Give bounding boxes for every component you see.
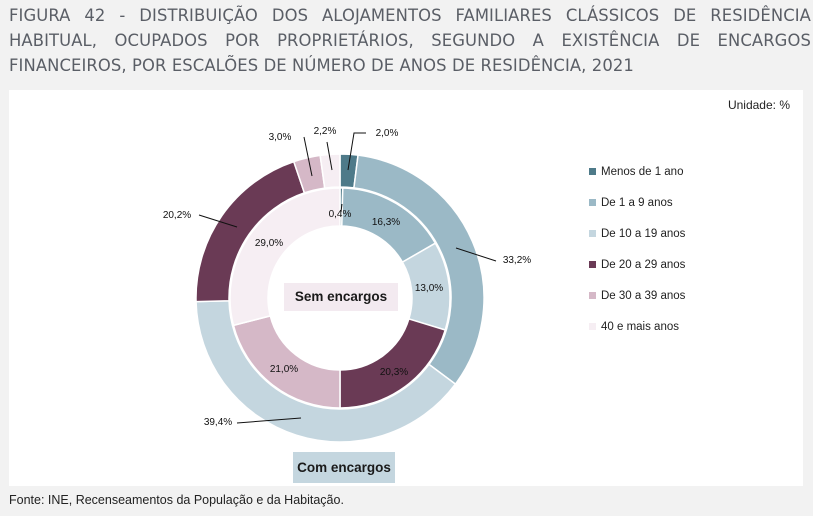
leader-line-menos-1 [347, 132, 366, 171]
inner-data-label-40-mais: 29,0% [255, 238, 283, 249]
legend-label: 40 e mais anos [601, 320, 679, 333]
legend-label: De 1 a 9 anos [601, 196, 673, 209]
outer-data-label-1-9: 33,2% [503, 255, 531, 266]
leader-line-10-19 [236, 417, 302, 424]
figure-title: FIGURA 42 - DISTRIBUIÇÃO DOS ALOJAMENTOS… [9, 6, 811, 75]
outer-data-label-20-29: 20,2% [163, 210, 191, 221]
chart-panel: Unidade: % 2,0% 33,2% 39,4% 20,2% 3,0% 2,2% 0,… [9, 90, 803, 486]
inner-leader-line-menos-1 [340, 203, 343, 213]
outer-data-label-menos-1: 2,0% [376, 128, 399, 139]
legend-item-1-9: De 1 a 9 anos [589, 187, 685, 218]
inner-data-label-20-29: 20,3% [380, 367, 408, 378]
inner-ring-label: Sem encargos [284, 283, 398, 311]
inner-data-label-menos-1: 0,4% [329, 209, 352, 220]
outer-data-label-10-19: 39,4% [204, 417, 232, 428]
legend-label: Menos de 1 ano [601, 165, 684, 178]
outer-data-label-30-39: 3,0% [269, 132, 292, 143]
leader-line-30-39 [303, 136, 313, 177]
legend-swatch [589, 230, 596, 237]
legend-label: De 20 a 29 anos [601, 258, 686, 271]
legend-label: De 10 a 19 anos [601, 227, 686, 240]
unit-label: Unidade: % [727, 98, 790, 112]
legend-label: De 30 a 39 anos [601, 289, 686, 302]
legend-swatch [589, 199, 596, 206]
legend-swatch [589, 323, 596, 330]
outer-data-label-40-mais: 2,2% [314, 126, 337, 137]
legend-swatch [589, 168, 596, 175]
legend-swatch [589, 292, 596, 299]
leader-line-1-9 [455, 247, 497, 262]
inner-data-label-1-9: 16,3% [372, 217, 400, 228]
legend-item-menos-1: Menos de 1 ano [589, 156, 685, 187]
legend-item-20-29: De 20 a 29 anos [589, 249, 685, 280]
legend-swatch [589, 261, 596, 268]
leader-line-40-mais [326, 141, 333, 171]
inner-slice-40-mais [229, 187, 341, 327]
inner-data-label-30-39: 21,0% [270, 364, 298, 375]
legend-item-30-39: De 30 a 39 anos [589, 280, 685, 311]
donut-chart: 2,0% 33,2% 39,4% 20,2% 3,0% 2,2% 0,4% 16,3% 13,0… [163, 126, 531, 443]
leader-line-20-29 [198, 214, 238, 228]
outer-ring-label: Com encargos [293, 452, 395, 483]
legend-item-10-19: De 10 a 19 anos [589, 218, 685, 249]
legend-item-40-mais: 40 e mais anos [589, 311, 685, 342]
inner-data-label-10-19: 13,0% [415, 283, 443, 294]
outer-slice-40-mais [319, 153, 341, 189]
legend: Menos de 1 ano De 1 a 9 anos De 10 a 19 … [589, 156, 685, 342]
source-note: Fonte: INE, Recenseamentos da População … [9, 493, 344, 507]
